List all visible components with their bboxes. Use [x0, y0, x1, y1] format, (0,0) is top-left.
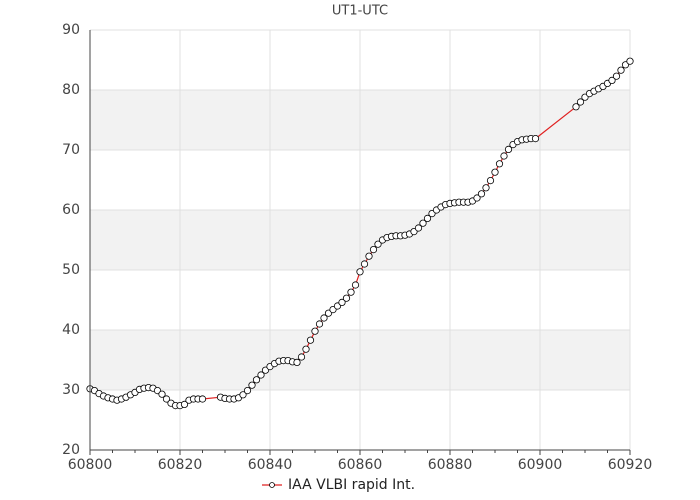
point — [477, 190, 486, 198]
y-tick-label: 50 — [62, 262, 80, 278]
x-tick-label: 60920 — [608, 457, 653, 473]
point — [239, 391, 247, 399]
point — [360, 260, 369, 268]
point — [311, 327, 319, 335]
point — [531, 135, 540, 143]
point — [617, 66, 625, 74]
point — [495, 160, 504, 168]
point — [414, 224, 423, 232]
point — [500, 152, 508, 160]
point — [356, 268, 364, 276]
point — [608, 76, 616, 85]
point — [252, 376, 261, 384]
point — [257, 371, 265, 379]
point — [626, 57, 634, 65]
point — [248, 381, 256, 389]
point — [293, 358, 301, 366]
x-tick-label: 60840 — [248, 457, 293, 473]
legend-marker — [269, 482, 275, 488]
legend-label: IAA VLBI rapid Int. — [288, 477, 415, 493]
y-tick-label: 60 — [62, 202, 80, 218]
point — [180, 400, 189, 408]
point — [365, 252, 373, 260]
y-tick-label: 40 — [62, 322, 80, 338]
point — [482, 184, 490, 192]
point — [158, 390, 166, 398]
chart-title: UT1-UTC — [332, 4, 388, 19]
x-tick-label: 60880 — [428, 457, 473, 473]
y-tick-label: 80 — [62, 82, 80, 98]
point — [315, 320, 324, 328]
point — [473, 194, 481, 202]
point — [572, 103, 580, 111]
point — [302, 345, 310, 353]
y-tick-label: 90 — [62, 22, 80, 38]
point — [486, 177, 495, 185]
point — [162, 395, 171, 403]
point — [198, 395, 207, 403]
point — [369, 246, 378, 254]
point — [243, 386, 252, 395]
point — [419, 219, 427, 227]
point — [320, 314, 328, 322]
point — [504, 145, 513, 153]
point — [351, 281, 360, 289]
point — [306, 336, 315, 344]
point — [297, 353, 306, 361]
point — [576, 98, 585, 106]
y-tick-label: 20 — [62, 442, 80, 458]
x-tick-label: 60900 — [518, 457, 563, 473]
plot — [86, 57, 634, 410]
x-tick-label: 60800 — [68, 457, 113, 473]
x-tick-label: 60860 — [338, 457, 383, 473]
point — [342, 294, 351, 302]
y-tick-label: 30 — [62, 382, 80, 398]
point — [491, 168, 499, 176]
y-tick-label: 70 — [62, 142, 80, 158]
point — [612, 72, 621, 80]
point — [423, 214, 432, 222]
point — [338, 298, 346, 306]
x-tick-label: 60820 — [158, 457, 203, 473]
point — [374, 240, 382, 248]
point — [347, 288, 355, 296]
